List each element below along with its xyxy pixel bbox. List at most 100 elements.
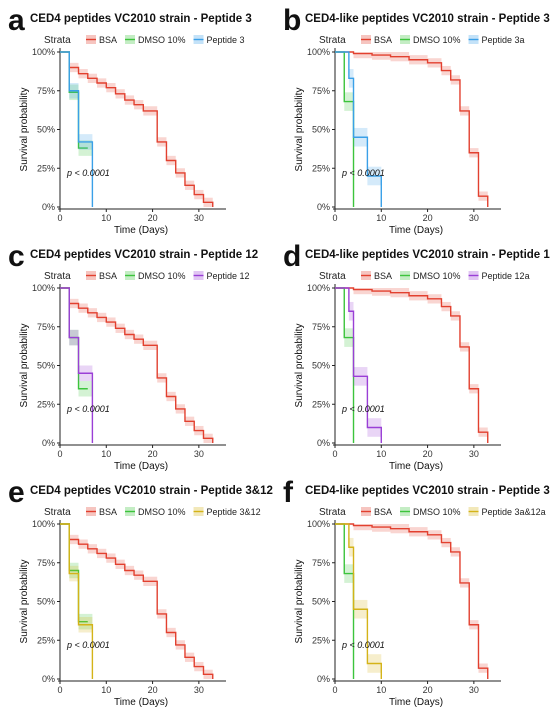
x-tick-label: 0 — [332, 213, 337, 223]
legend-item: Peptide 3 — [193, 35, 245, 45]
legend-item: DMSO 10% — [400, 35, 461, 45]
chart-panel-e: e CED4 peptides VC2010 strain - Peptide 3… — [8, 476, 273, 708]
survival-curve — [60, 287, 94, 443]
panel-letter: e — [8, 476, 25, 509]
legend-label: BSA — [99, 35, 117, 45]
y-tick-label: 50% — [37, 361, 55, 371]
legend-label: Peptide 3a&12a — [482, 507, 546, 517]
x-tick-label: 10 — [101, 213, 111, 223]
p-value-label: p < 0.0001 — [66, 168, 110, 178]
legend: Strata BSA DMSO 10% Peptide 3a — [319, 35, 525, 46]
legend-label: DMSO 10% — [413, 271, 461, 281]
y-axis-label: Survival probability — [19, 88, 30, 172]
survival-curve — [335, 51, 382, 207]
series-bsa — [335, 523, 489, 679]
y-tick-label: 100% — [307, 283, 330, 293]
legend-item: DMSO 10% — [125, 271, 186, 281]
ci-band — [353, 52, 373, 59]
p-value-label: p < 0.0001 — [341, 168, 385, 178]
y-axis-label: Survival probability — [294, 560, 305, 644]
y-tick-label: 50% — [37, 125, 55, 135]
survival-curve — [335, 523, 382, 679]
legend-item: Peptide 3&12 — [193, 507, 261, 517]
y-tick-label: 0% — [42, 202, 55, 212]
series-peptide-12 — [60, 287, 94, 443]
y-tick-label: 0% — [42, 674, 55, 684]
legend: Strata BSA DMSO 10% Peptide 3a&12a — [319, 507, 546, 518]
x-tick-label: 0 — [332, 685, 337, 695]
y-tick-label: 75% — [312, 558, 330, 568]
legend-label: DMSO 10% — [413, 35, 461, 45]
legend-label: Peptide 12 — [207, 271, 250, 281]
y-tick-label: 0% — [42, 438, 55, 448]
x-tick-label: 0 — [57, 685, 62, 695]
legend-item: DMSO 10% — [125, 35, 186, 45]
chart-title: CED4-like peptides VC2010 strain - Pepti… — [305, 249, 550, 261]
p-value-label: p < 0.0001 — [341, 640, 385, 650]
chart-panel-a: a CED4 peptides VC2010 strain - Peptide 3… — [8, 4, 252, 236]
y-tick-label: 75% — [312, 322, 330, 332]
survival-curve — [335, 287, 382, 443]
y-tick-label: 50% — [312, 597, 330, 607]
y-tick-label: 100% — [307, 519, 330, 529]
y-axis-label: Survival probability — [19, 324, 30, 408]
ci-band — [372, 52, 391, 60]
chart-panel-f: f CED4-like peptides VC2010 strain - Pept… — [283, 476, 550, 708]
legend-item: DMSO 10% — [400, 507, 461, 517]
x-tick-label: 30 — [194, 213, 204, 223]
legend-item: BSA — [86, 271, 117, 281]
survival-curve — [60, 51, 94, 207]
survival-curve — [335, 287, 489, 443]
y-axis-label: Survival probability — [19, 560, 30, 644]
y-tick-label: 75% — [37, 322, 55, 332]
legend-label: BSA — [99, 271, 117, 281]
chart-panel-d: d CED4-like peptides VC2010 strain - Pept… — [283, 240, 550, 472]
ci-band — [87, 140, 93, 156]
chart-title: CED4 peptides VC2010 strain - Peptide 3&… — [30, 485, 273, 497]
x-axis-label: Time (Days) — [114, 461, 168, 472]
survival-curve — [335, 51, 489, 207]
y-tick-label: 75% — [312, 86, 330, 96]
y-tick-label: 0% — [317, 202, 330, 212]
legend-item: BSA — [86, 507, 117, 517]
x-tick-label: 10 — [376, 449, 386, 459]
legend-item: BSA — [361, 35, 392, 45]
y-tick-label: 50% — [312, 361, 330, 371]
series-bsa — [335, 51, 489, 207]
x-tick-label: 30 — [469, 449, 479, 459]
y-tick-label: 100% — [32, 47, 55, 57]
legend-item: BSA — [361, 271, 392, 281]
x-tick-label: 20 — [148, 213, 158, 223]
legend-label: DMSO 10% — [138, 507, 186, 517]
x-tick-label: 10 — [101, 449, 111, 459]
ci-band — [87, 381, 93, 397]
x-tick-label: 20 — [423, 213, 433, 223]
legend-item: DMSO 10% — [125, 507, 186, 517]
series-peptide-3 — [60, 51, 94, 207]
panel-letter: f — [283, 476, 294, 509]
x-axis-label: Time (Days) — [389, 697, 443, 708]
y-tick-label: 75% — [37, 558, 55, 568]
legend-label: BSA — [374, 271, 392, 281]
y-tick-label: 25% — [312, 399, 330, 409]
ci-band — [353, 524, 373, 531]
y-tick-label: 25% — [37, 399, 55, 409]
x-tick-label: 20 — [148, 685, 158, 695]
legend-item: Peptide 12a — [468, 271, 530, 281]
legend: Strata BSA DMSO 10% Peptide 12a — [319, 271, 530, 282]
survival-curve — [335, 523, 489, 679]
x-tick-label: 20 — [423, 449, 433, 459]
y-tick-label: 25% — [37, 635, 55, 645]
chart-title: CED4-like peptides VC2010 strain - Pepti… — [305, 485, 550, 497]
x-axis-label: Time (Days) — [389, 461, 443, 472]
legend-label: Peptide 12a — [482, 271, 530, 281]
panel-letter: d — [283, 240, 301, 273]
x-tick-label: 30 — [194, 449, 204, 459]
legend-title: Strata — [319, 271, 346, 282]
legend-label: Peptide 3&12 — [207, 507, 261, 517]
legend-title: Strata — [44, 271, 71, 282]
legend: Strata BSA DMSO 10% Peptide 3&12 — [44, 507, 261, 518]
survival-curve — [60, 523, 214, 679]
p-value-label: p < 0.0001 — [341, 404, 385, 414]
